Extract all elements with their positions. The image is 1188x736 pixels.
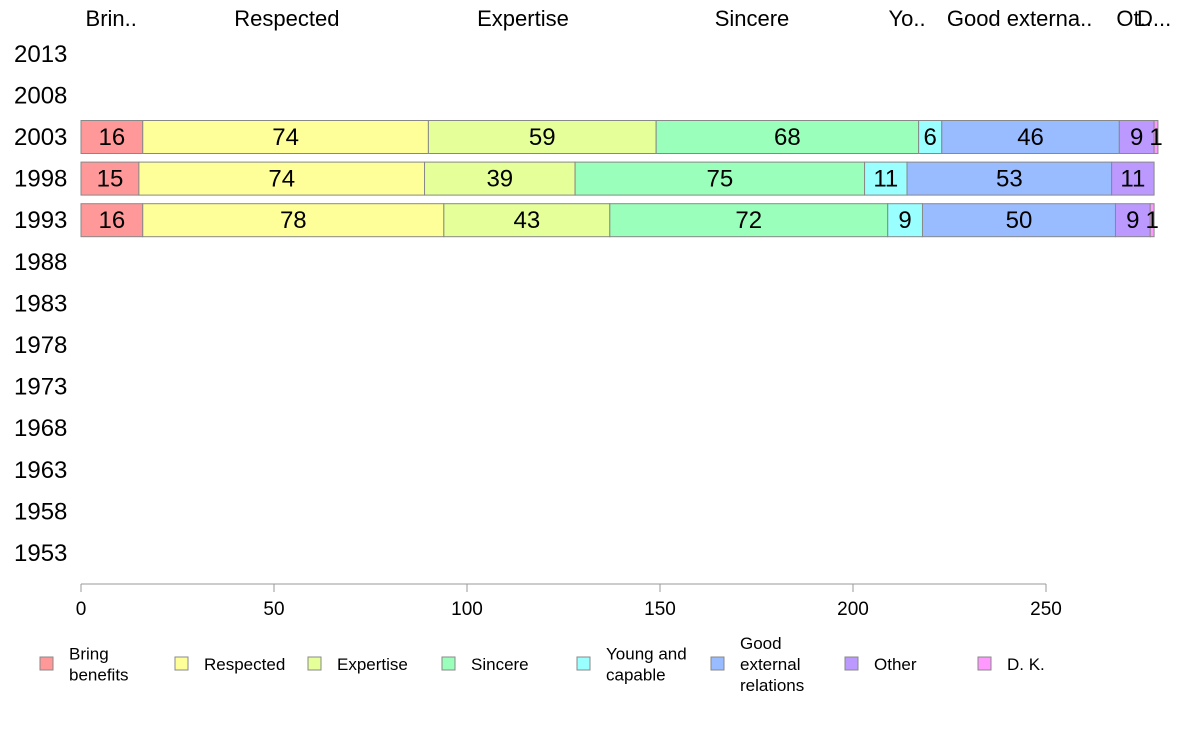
bar-1998-sincere (574, 161, 866, 196)
value-label-1993-other: 9 (1126, 207, 1139, 234)
value-label-1993-d-k: 1 (1145, 207, 1158, 234)
bar-1993-respected (142, 203, 445, 238)
year-axis-labels: 2013 2008 2003 1998 1993 1988 1983 1978 1973 1968… (14, 41, 67, 567)
bar-2003-bring-benefits (80, 120, 144, 154)
bar-1993-sincere (609, 203, 889, 238)
legend: Bring benefits Respected Expertise Sincere Yo… (39, 634, 1045, 695)
column-header-expertise: Expertise (477, 6, 569, 31)
bar-2003-d-k (1153, 120, 1159, 154)
legend-label-respected: Respected (204, 655, 285, 674)
value-label-1993-expertise: 43 (513, 207, 540, 234)
column-header-good-external-relations: Good externa.. (947, 6, 1093, 31)
value-label-2003-d-k: 1 (1149, 124, 1162, 151)
value-label-1993-bring-benefits: 16 (99, 207, 126, 234)
column-header-sincere: Sincere (715, 6, 790, 31)
legend-label-expertise: Expertise (337, 655, 408, 674)
value-label-2003-expertise: 59 (529, 124, 556, 151)
legend-swatch-bring-benefits (39, 656, 54, 671)
value-label-2003-other: 9 (1130, 124, 1143, 151)
year-label-1963: 1963 (14, 457, 67, 484)
x-tick-label-250: 250 (1030, 599, 1062, 620)
x-tick-label-50: 50 (263, 599, 284, 620)
year-label-1953: 1953 (14, 540, 67, 567)
value-label-1993-respected: 78 (280, 207, 307, 234)
column-header-bring-benefits: Brin.. (86, 6, 137, 31)
bar-1993-good-external-relations (921, 203, 1116, 238)
value-label-2003-sincere: 68 (774, 124, 801, 151)
value-label-1998-bring-benefits: 15 (97, 166, 124, 193)
legend-label-sincere: Sincere (471, 655, 529, 674)
bar-1993-expertise (443, 203, 611, 238)
bar-1998-other (1111, 161, 1155, 196)
x-tick-label-150: 150 (644, 599, 676, 620)
bar-1998-good-external-relations (906, 161, 1113, 196)
bar-2003-other (1118, 120, 1155, 154)
column-header-respected: Respected (234, 6, 339, 31)
year-label-1988: 1988 (14, 249, 67, 276)
bar-1998-young-and-capable (864, 161, 908, 196)
value-label-1998-other: 11 (1120, 166, 1145, 193)
legend-swatch-d-k (977, 656, 992, 671)
year-label-1968: 1968 (14, 415, 67, 442)
bar-1998-bring-benefits (80, 161, 140, 196)
bar-1993-young-and-capable (887, 203, 923, 238)
bar-2003-respected (142, 120, 429, 154)
legend-swatch-good-external-relations (710, 656, 725, 671)
year-label-1998: 1998 (14, 166, 67, 193)
legend-swatch-respected (174, 656, 189, 671)
bar-2003-sincere (655, 120, 920, 154)
value-label-1993-sincere: 72 (735, 207, 762, 234)
x-tick-label-100: 100 (451, 599, 483, 620)
legend-swatch-sincere (441, 656, 456, 671)
value-label-1998-good-external-relations: 53 (996, 166, 1023, 193)
bar-1998-respected (138, 161, 426, 196)
year-label-1993: 1993 (14, 207, 67, 234)
legend-label-young-and-capable: Young and capable (606, 645, 687, 685)
year-label-2013: 2013 (14, 41, 67, 68)
year-label-1958: 1958 (14, 498, 67, 525)
value-label-1998-expertise: 39 (486, 166, 513, 193)
value-label-1993-young-and-capable: 9 (898, 207, 911, 234)
value-label-1998-young-and-capable: 11 (873, 166, 898, 193)
value-label-1998-sincere: 75 (706, 166, 733, 193)
value-label-1993-good-external-relations: 50 (1006, 207, 1033, 234)
value-label-1998-respected: 74 (268, 166, 295, 193)
value-label-2003-respected: 74 (272, 124, 299, 151)
value-label-2003-young-and-capable: 6 (924, 124, 937, 151)
legend-label-bring-benefits: Bring benefits (69, 645, 129, 685)
bar-2003-good-external-relations (941, 120, 1120, 154)
year-label-1983: 1983 (14, 290, 67, 317)
year-label-2003: 2003 (14, 124, 67, 151)
column-header-young-and-capable: Yo.. (888, 6, 925, 31)
bar-1993-d-k (1149, 203, 1155, 238)
x-axis: 0 50 100 150 200 250 (76, 583, 1062, 620)
year-label-1978: 1978 (14, 332, 67, 359)
column-header-d-k: D... (1137, 6, 1171, 31)
x-tick-label-200: 200 (837, 599, 869, 620)
value-label-2003-good-external-relations: 46 (1017, 124, 1044, 151)
value-label-2003-bring-benefits: 16 (99, 124, 126, 151)
bar-2003-expertise (427, 120, 657, 154)
legend-label-good-external-relations: Good external relations (740, 634, 804, 695)
legend-label-d-k: D. K. (1007, 655, 1045, 674)
column-header-other: Ot.. (1116, 6, 1151, 31)
legend-swatch-expertise (307, 656, 322, 671)
bar-1993-bring-benefits (80, 203, 144, 238)
legend-label-other: Other (874, 655, 917, 674)
legend-swatch-other (844, 656, 859, 671)
x-tick-label-0: 0 (76, 599, 87, 620)
legend-swatch-young-and-capable (576, 656, 591, 671)
column-headers: Brin.. Respected Expertise Sincere Yo.. Good … (86, 6, 1172, 31)
year-label-1973: 1973 (14, 374, 67, 401)
year-label-2008: 2008 (14, 82, 67, 109)
